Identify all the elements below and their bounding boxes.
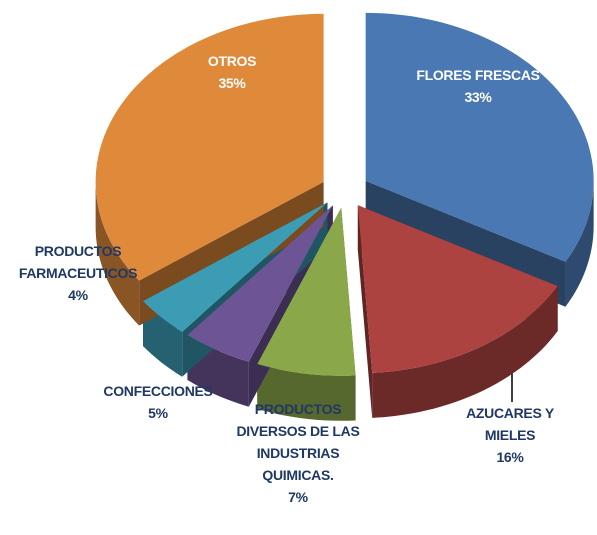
slice [187,205,333,362]
data-label: PRODUCTOS FARMACEUTICOS 4% [8,240,148,306]
data-label: OTROS 35% [177,50,287,94]
value-label: 16% [496,449,524,465]
slice-outer-wall [565,180,594,307]
value-label: 33% [464,89,492,105]
data-label: CONFECCIONES 5% [93,380,223,424]
value-label: 7% [288,489,308,505]
slice-outer-wall [143,301,183,377]
slice-wall [357,205,373,418]
category-label: FLORES FRESCAS [416,67,540,83]
category-label: OTROS [207,53,257,69]
value-label: 4% [68,287,88,303]
slice-outer-wall [372,286,558,418]
slice [357,205,558,373]
value-label: 5% [148,405,168,421]
slice-outer-wall [257,363,356,421]
data-label: PRODUCTOS DIVERSOS DE LAS INDUSTRIAS QUI… [223,398,373,508]
category-label: CONFECCIONES [103,383,213,399]
data-label: FLORES FRESCAS 33% [393,64,563,108]
slice [257,207,356,376]
category-label: PRODUCTOS DIVERSOS DE LAS INDUSTRIAS QUI… [236,401,360,483]
slice-tops [95,12,594,376]
slice [365,12,594,262]
slice-outer-wall [95,181,140,326]
data-label: AZUCARES Y MIELES 16% [445,402,575,468]
slice [143,202,328,332]
category-label: AZUCARES Y MIELES [466,405,554,443]
category-label: PRODUCTOS FARMACEUTICOS [18,243,138,281]
value-label: 35% [218,75,246,91]
slice [95,13,324,281]
